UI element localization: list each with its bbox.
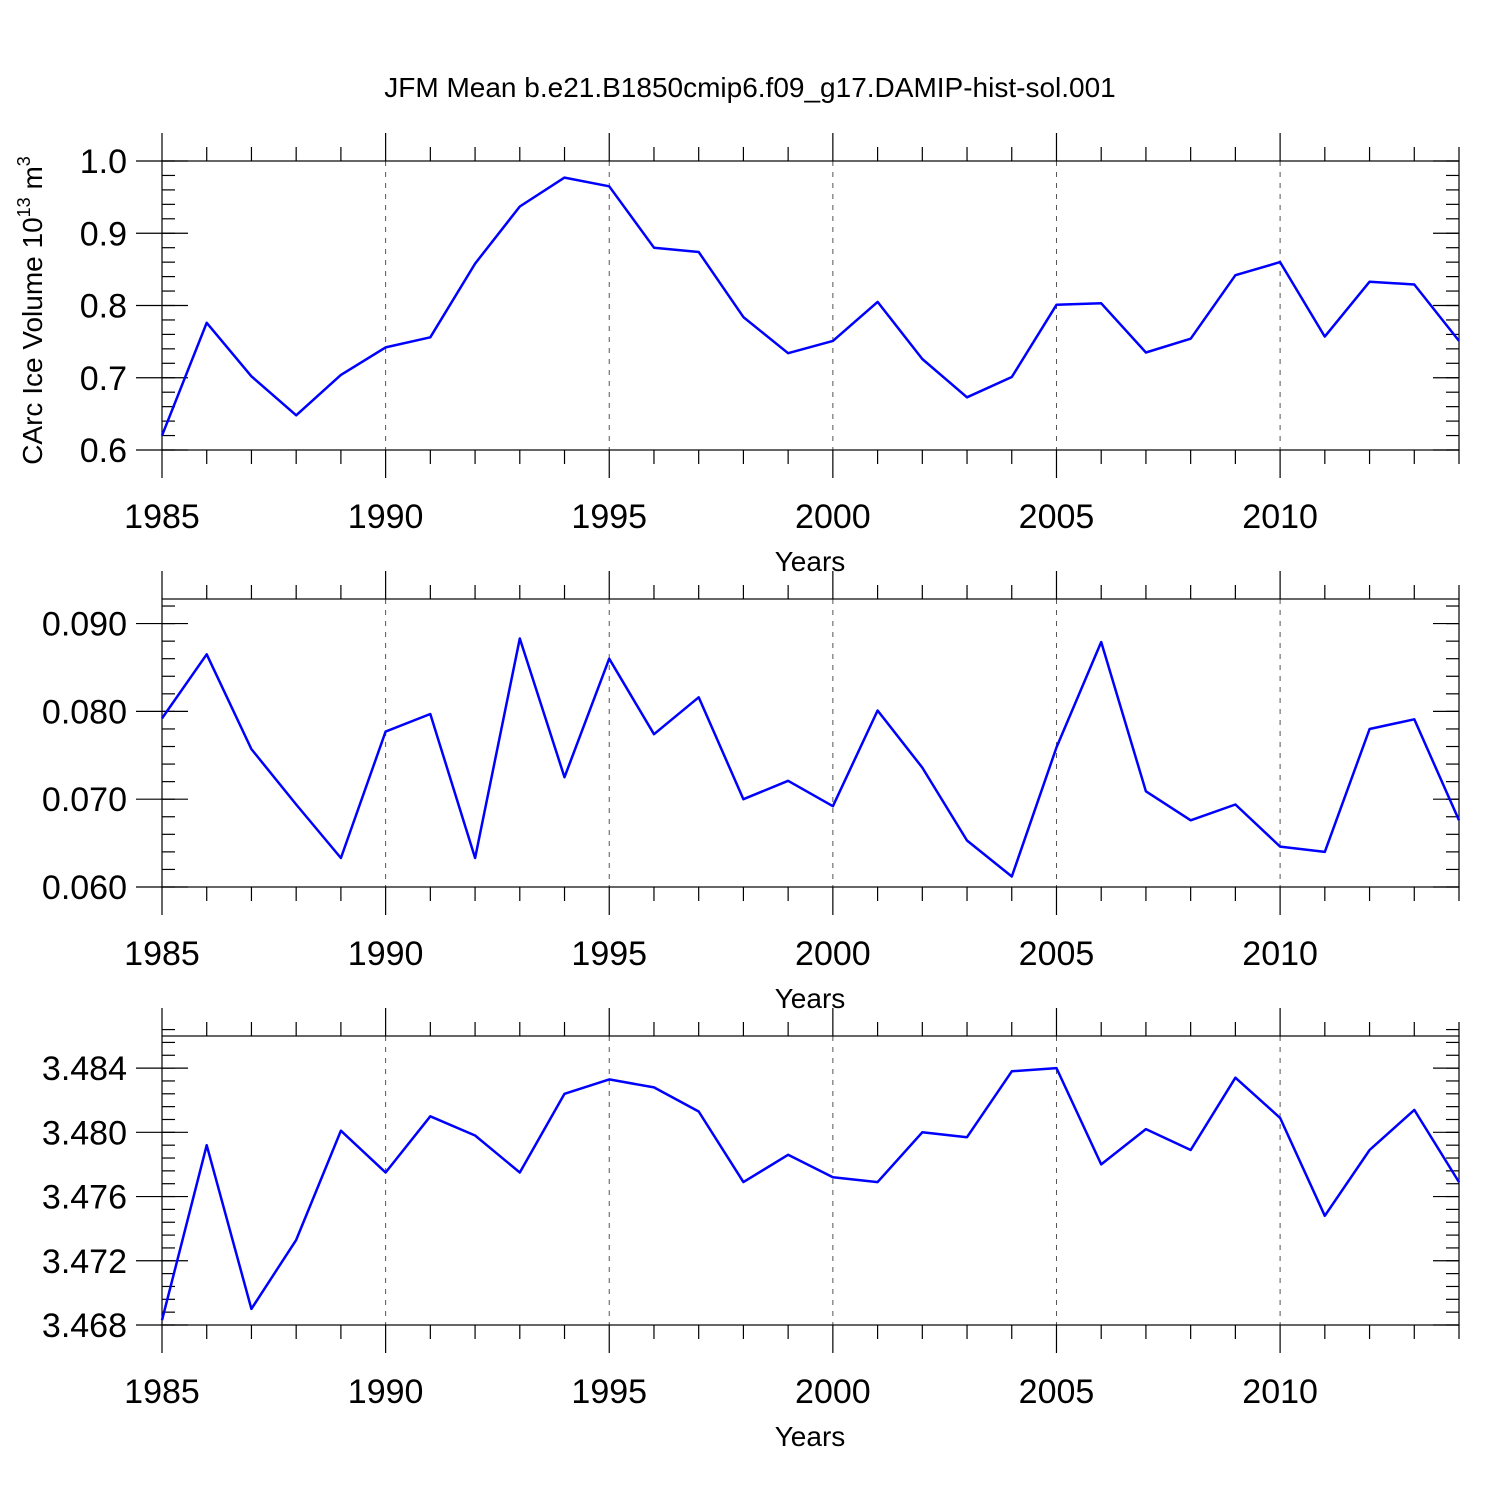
y-tick-label: 3.480 bbox=[42, 1114, 127, 1152]
panel-ice-volume: 1985 1990 1995 2000 2005 2010 Years 0.6 0.7 0.8 0.… bbox=[14, 133, 1460, 577]
y-tick-label: 0.7 bbox=[80, 360, 127, 398]
x-tick-label: 1995 bbox=[571, 1373, 647, 1411]
x-tick-label: 1990 bbox=[348, 498, 424, 536]
x-tick-label: 2005 bbox=[1019, 935, 1095, 973]
y-axis-title-unit-exp: 3 bbox=[14, 156, 34, 166]
x-axis-title: Years bbox=[775, 1421, 846, 1452]
x-tick-label: 1995 bbox=[571, 935, 647, 973]
x-tick-label: 1985 bbox=[124, 498, 200, 536]
y-tick-label: 3.484 bbox=[42, 1050, 127, 1088]
y-axis-title-main: CArc Ice Volume 10 bbox=[17, 217, 48, 464]
x-axis-title: Years bbox=[775, 983, 846, 1014]
plot-frame bbox=[161, 598, 1460, 888]
panel-snow-volume: 1985 1990 1995 2000 2005 2010 Years 0.060 0.070 0… bbox=[42, 571, 1461, 1014]
series-line bbox=[160, 176, 1460, 437]
x-tick-label: 1985 bbox=[124, 935, 200, 973]
x-tick-label: 2000 bbox=[795, 1373, 871, 1411]
x-tick-label: 2010 bbox=[1242, 935, 1318, 973]
x-tick-label: 1985 bbox=[124, 1373, 200, 1411]
x-axis-title: Years bbox=[775, 546, 846, 577]
y-tick-label: 0.6 bbox=[80, 432, 127, 470]
y-axis-title-unit: m bbox=[17, 166, 48, 197]
x-tick-label: 2000 bbox=[795, 935, 871, 973]
figure-title: JFM Mean b.e21.B1850cmip6.f09_g17.DAMIP-… bbox=[384, 72, 1116, 103]
x-tick-label: 2005 bbox=[1019, 1373, 1095, 1411]
x-tick-label: 2010 bbox=[1242, 1373, 1318, 1411]
plot-frame bbox=[161, 1035, 1460, 1326]
y-tick-label: 0.080 bbox=[42, 693, 127, 731]
y-tick-label: 3.472 bbox=[42, 1243, 127, 1281]
y-tick-label: 1.0 bbox=[80, 143, 127, 181]
y-tick-label: 0.060 bbox=[42, 869, 127, 907]
series-line bbox=[160, 1066, 1461, 1321]
x-tick-label: 2000 bbox=[795, 498, 871, 536]
y-tick-label: 0.070 bbox=[42, 781, 127, 819]
x-tick-label: 1990 bbox=[348, 935, 424, 973]
x-tick-label: 2010 bbox=[1242, 498, 1318, 536]
y-tick-label: 3.468 bbox=[42, 1307, 127, 1345]
panels: 1985 1990 1995 2000 2005 2010 Years 0.6 0.7 0.8 0.… bbox=[14, 133, 1461, 1452]
y-tick-label: 0.8 bbox=[80, 288, 127, 326]
y-axis-title-exp: 13 bbox=[14, 197, 34, 217]
y-tick-label: 3.476 bbox=[42, 1179, 127, 1217]
y-tick-label: 0.9 bbox=[80, 215, 127, 253]
x-tick-label: 2005 bbox=[1019, 498, 1095, 536]
x-tick-label: 1990 bbox=[348, 1373, 424, 1411]
y-axis-title: CArc Ice Volume 1013 m3 bbox=[14, 156, 48, 465]
series-line bbox=[160, 637, 1461, 878]
panel-ice-area: 1985 1990 1995 2000 2005 2010 Years 3.468 3.472 3… bbox=[42, 1008, 1461, 1452]
x-tick-label: 1995 bbox=[571, 498, 647, 536]
y-tick-label: 0.090 bbox=[42, 606, 127, 644]
plot-frame bbox=[161, 160, 1460, 451]
